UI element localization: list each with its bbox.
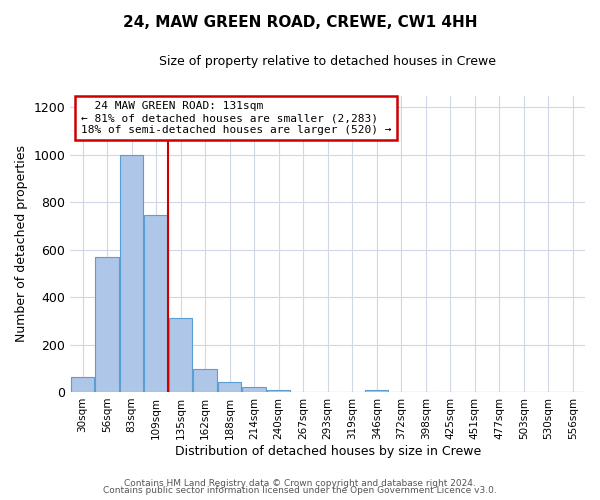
Bar [365, 390, 388, 392]
Title: Size of property relative to detached houses in Crewe: Size of property relative to detached ho… [159, 55, 496, 68]
Bar [120, 155, 143, 392]
Bar [95, 257, 119, 392]
Bar [218, 382, 241, 392]
Text: Contains HM Land Registry data © Crown copyright and database right 2024.: Contains HM Land Registry data © Crown c… [124, 478, 476, 488]
Text: 24 MAW GREEN ROAD: 131sqm
← 81% of detached houses are smaller (2,283)
18% of se: 24 MAW GREEN ROAD: 131sqm ← 81% of detac… [80, 102, 391, 134]
Text: Contains public sector information licensed under the Open Government Licence v3: Contains public sector information licen… [103, 486, 497, 495]
Bar [193, 370, 217, 392]
Bar [169, 318, 192, 392]
Text: 24, MAW GREEN ROAD, CREWE, CW1 4HH: 24, MAW GREEN ROAD, CREWE, CW1 4HH [123, 15, 477, 30]
Bar [145, 216, 168, 392]
Bar [71, 376, 94, 392]
Bar [267, 390, 290, 392]
X-axis label: Distribution of detached houses by size in Crewe: Distribution of detached houses by size … [175, 444, 481, 458]
Y-axis label: Number of detached properties: Number of detached properties [15, 146, 28, 342]
Bar [242, 387, 266, 392]
